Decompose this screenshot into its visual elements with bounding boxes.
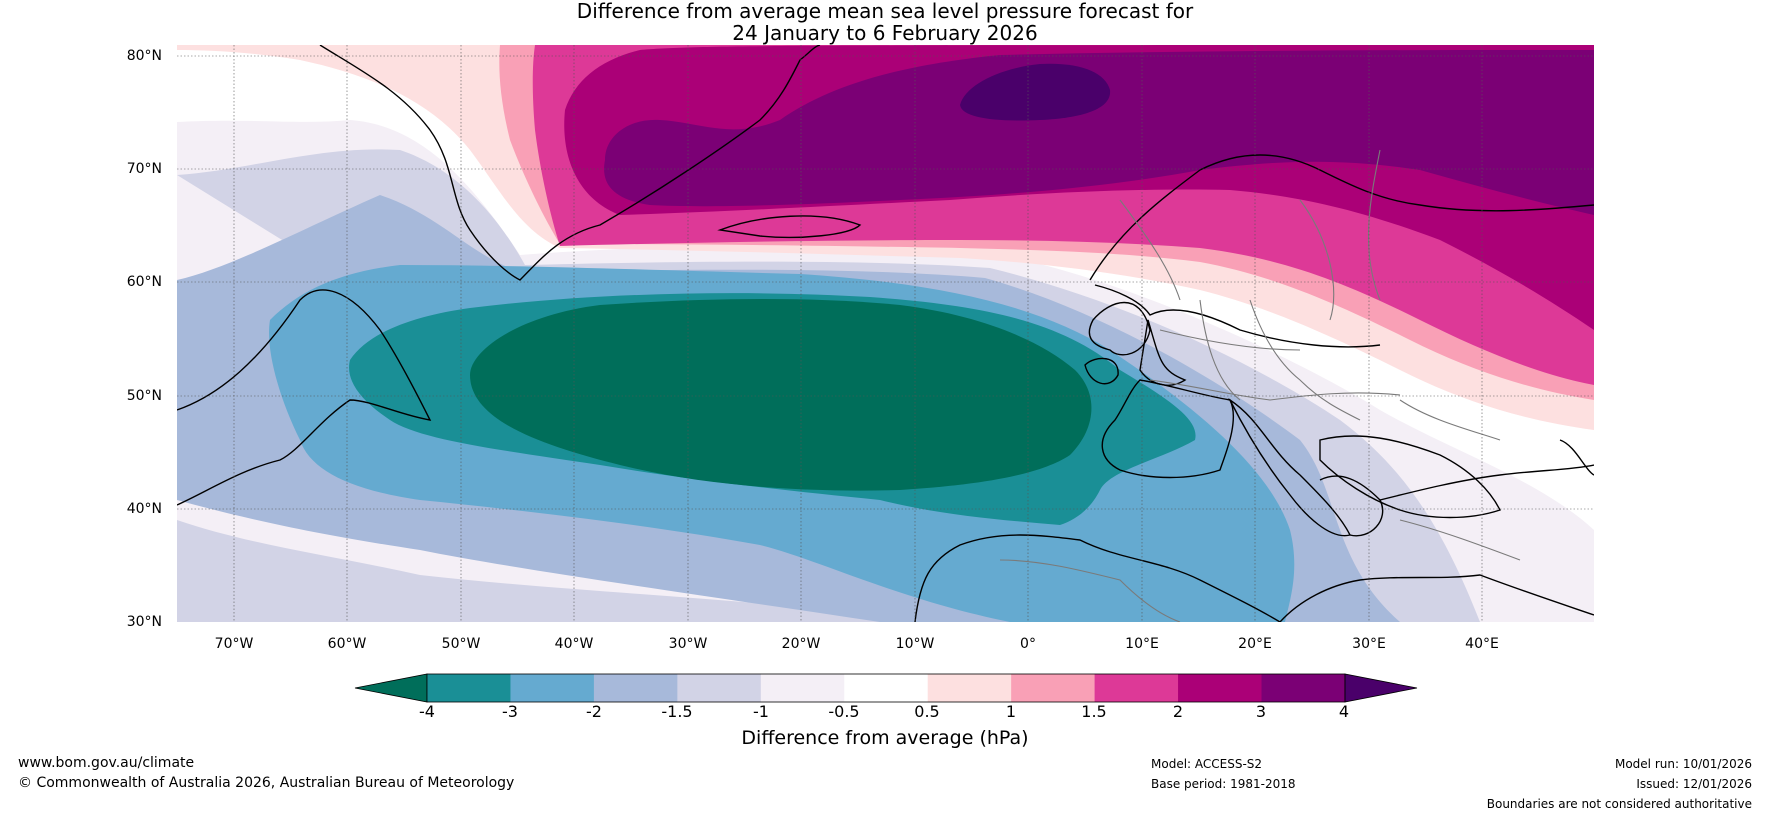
lon-label-60w: 60°W (327, 636, 367, 652)
map-title-line-2: 24 January to 6 February 2026 (732, 21, 1038, 45)
colorbar-tick-10: 2 (1172, 702, 1184, 721)
map-title-line-1: Difference from average mean sea level p… (576, 0, 1194, 23)
colorbar-tick-2: -3 (502, 702, 518, 721)
lon-label-10w: 10°W (895, 636, 935, 652)
boundaries-disclaimer: Boundaries are not considered authoritat… (1486, 797, 1752, 811)
colorbar-tick-4: -1.5 (661, 702, 693, 721)
lat-label-30n: 30°N (126, 614, 162, 630)
contour-pos-4 (960, 63, 1111, 121)
colorbar-tick-6: -0.5 (828, 702, 860, 721)
gridlines (177, 45, 1594, 622)
colorbar-tick-9: 1.5 (1081, 702, 1107, 721)
lon-label-0: 0° (1020, 636, 1036, 652)
colorbar-label: Difference from average (hPa) (741, 727, 1029, 749)
contour-pos-3 (604, 50, 1594, 215)
colorbar-tick-5: -1 (753, 702, 769, 721)
model-text: Model: ACCESS-S2 (1151, 757, 1263, 771)
model-run-text: Model run: 10/01/2026 (1614, 757, 1752, 771)
colorbar-tick-3: -2 (586, 702, 602, 721)
lon-label-40w: 40°W (554, 636, 594, 652)
website-link[interactable]: www.bom.gov.au/climate (18, 755, 195, 771)
lat-label-70n: 70°N (126, 161, 162, 177)
colorbar-tick-11: 3 (1255, 702, 1267, 721)
coastlines (177, 45, 1594, 622)
lat-label-40n: 40°N (126, 501, 162, 517)
lon-label-20w: 20°W (781, 636, 821, 652)
lat-label-50n: 50°N (126, 388, 162, 404)
colorbar-tick-8: 1 (1005, 702, 1017, 721)
base-period-text: Base period: 1981-2018 (1151, 777, 1296, 791)
lat-label-60n: 60°N (126, 274, 162, 290)
lat-label-80n: 80°N (126, 48, 162, 64)
colorbar-tick-12: 4 (1338, 702, 1350, 721)
lon-label-50w: 50°W (441, 636, 481, 652)
lon-label-30w: 30°W (668, 636, 708, 652)
lon-label-10e: 10°E (1125, 636, 1159, 652)
contour-neg-4 (470, 298, 1092, 491)
country-borders (999, 149, 1521, 622)
lon-label-70w: 70°W (214, 636, 254, 652)
colorbar-tick-1: -4 (419, 702, 435, 721)
issued-text: Issued: 12/01/2026 (1636, 777, 1752, 791)
copyright-text: © Commonwealth of Australia 2026, Austra… (18, 775, 515, 791)
lon-label-30e: 30°E (1352, 636, 1386, 652)
colorbar-tick-7: 0.5 (914, 702, 940, 721)
lon-label-20e: 20°E (1238, 636, 1272, 652)
lon-label-40e: 40°E (1465, 636, 1499, 652)
